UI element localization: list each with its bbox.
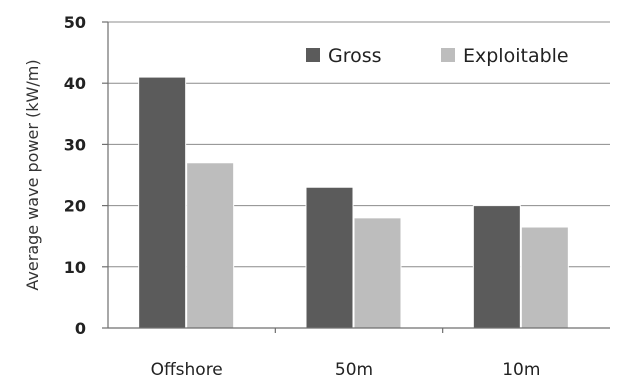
bar-exploitable-2 xyxy=(520,226,569,329)
y-tick-label: 10 xyxy=(64,258,86,277)
y-tick-label: 40 xyxy=(64,74,86,93)
y-tick-label: 30 xyxy=(64,135,86,154)
y-tick-label: 0 xyxy=(75,319,86,338)
y-axis-title: Average wave power (kW/m) xyxy=(23,59,42,290)
x-category-labels: Offshore 50m 10m xyxy=(151,360,541,380)
legend: Gross Exploitable xyxy=(306,45,569,67)
x-category-label: 50m xyxy=(335,360,373,380)
bar-exploitable-0 xyxy=(186,162,235,329)
y-tick-label: 20 xyxy=(64,197,86,216)
x-category-label: 10m xyxy=(502,360,540,380)
y-tick-label: 50 xyxy=(64,13,86,32)
bars xyxy=(138,76,569,329)
legend-swatch-gross xyxy=(306,48,320,62)
axes xyxy=(102,21,610,333)
y-tick-labels: 0 10 20 30 40 50 xyxy=(64,13,86,338)
bar-gross-2 xyxy=(472,205,521,329)
bar-gross-0 xyxy=(138,76,187,329)
bar-exploitable-1 xyxy=(353,217,402,329)
bar-gross-1 xyxy=(305,186,354,329)
legend-label-gross: Gross xyxy=(328,45,382,67)
legend-label-exploitable: Exploitable xyxy=(463,45,569,67)
legend-swatch-exploitable xyxy=(441,48,455,62)
x-category-label: Offshore xyxy=(151,360,223,380)
